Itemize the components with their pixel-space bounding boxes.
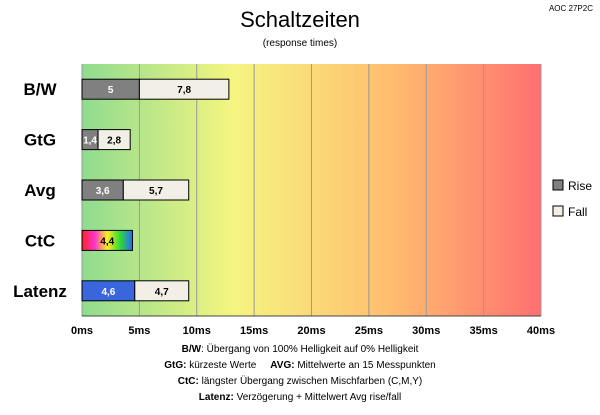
x-tick-label: 25ms	[355, 325, 383, 337]
note-ctc: CtC: längster Übergang zwischen Mischfar…	[178, 375, 423, 387]
category-labels: B/W GtG Avg CtC Latenz	[13, 80, 67, 301]
bar-rise-label-b-w: 5	[108, 85, 114, 96]
bar-fall-label-latenz: 4,7	[155, 287, 169, 298]
bar-rise-label-ctc: 4,4	[100, 236, 114, 247]
category-label-avg: Avg	[24, 181, 56, 200]
x-tick-label: 20ms	[297, 325, 325, 337]
bar-fall-gtg	[97, 129, 131, 151]
category-label-latenz: Latenz	[13, 282, 67, 301]
legend-label-fall: Fall	[568, 205, 587, 219]
bar-rise-label-latenz: 4,6	[101, 287, 115, 298]
x-tick-label: 10ms	[183, 325, 211, 337]
chart-subtitle: (response times)	[263, 38, 337, 49]
bar-rise-ctc	[81, 229, 133, 251]
x-tick-label: 5ms	[128, 325, 150, 337]
bar-fall-label-gtg: 2,8	[107, 136, 121, 147]
bar-rise-label-gtg: 1,4	[83, 136, 97, 147]
category-label-b-w: B/W	[23, 80, 57, 99]
legend-label-rise: Rise	[568, 179, 592, 193]
bar-rise-label-avg: 3,6	[96, 186, 110, 197]
notes: B/W: Übergang von 100% Helligkeit auf 0%…	[164, 343, 436, 403]
x-axis-ticks: 0ms 5ms 10ms 15ms 20ms 25ms 30ms 35ms 40ms	[71, 325, 555, 337]
note-gtg-avg: GtG: kürzeste Werte AVG: Mittelwerte an 1…	[164, 360, 436, 371]
x-tick-label: 35ms	[470, 325, 498, 337]
category-label-ctc: CtC	[25, 231, 55, 250]
bar-fall-latenz	[134, 280, 190, 302]
legend-swatch-fall	[552, 205, 564, 217]
x-tick-label: 0ms	[71, 325, 93, 337]
note-bw: B/W: Übergang von 100% Helligkeit auf 0%…	[182, 343, 419, 355]
bars: 5 7,8 1,4 2,8 3,6 5,7 4,4 4,6 4,7	[81, 78, 230, 302]
bar-fall-label-avg: 5,7	[149, 186, 163, 197]
bar-fall-b-w	[138, 78, 230, 100]
bar-fall-label-b-w: 7,8	[177, 85, 191, 96]
chart-title: Schaltzeiten	[240, 7, 360, 32]
legend-swatch-rise	[552, 179, 564, 191]
legend: Rise Fall	[552, 179, 592, 219]
x-tick-label: 30ms	[412, 325, 440, 337]
category-label-gtg: GtG	[24, 131, 56, 150]
note-latenz: Latenz: Verzögerung + Mittelwert Avg ris…	[199, 392, 401, 403]
bar-fall-avg	[122, 179, 190, 201]
x-tick-label: 15ms	[240, 325, 268, 337]
model-label: AOC 27P2C	[549, 4, 593, 13]
x-tick-label: 40ms	[527, 325, 555, 337]
